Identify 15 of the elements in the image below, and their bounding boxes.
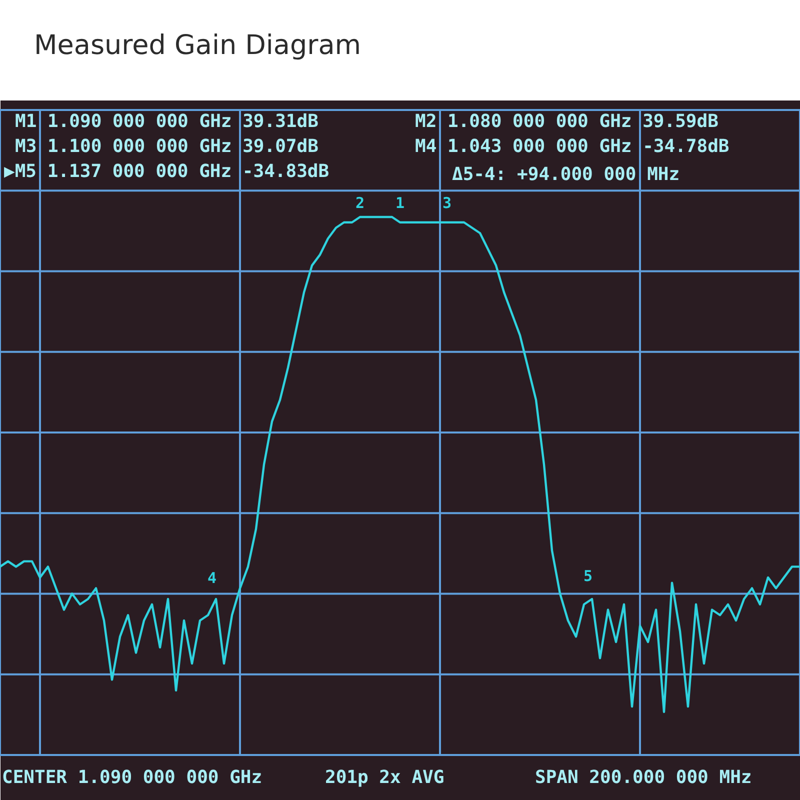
text: 2 bbox=[355, 194, 365, 212]
text: M2 1.080 000 000 GHz 39.59dB bbox=[415, 111, 719, 132]
text: 1 bbox=[395, 194, 405, 212]
annotation: 4 bbox=[207, 569, 217, 587]
text: M4 1.043 000 000 GHz -34.78dB bbox=[415, 136, 730, 157]
text: ▶M5 1.137 000 000 GHz -34.83dB bbox=[4, 161, 330, 182]
text: SPAN 200.000 000 MHz bbox=[535, 767, 752, 788]
text: Δ5-4: +94.000 000 MHz bbox=[452, 164, 680, 185]
text: 201p 2x AVG bbox=[325, 767, 444, 788]
text: 3 bbox=[442, 194, 452, 212]
text: CENTER 1.090 000 000 GHz bbox=[2, 767, 262, 788]
chart-title: Measured Gain Diagram bbox=[34, 30, 362, 61]
text: M1 1.090 000 000 GHz 39.31dB bbox=[15, 111, 319, 132]
text: M3 1.100 000 000 GHz 39.07dB bbox=[15, 136, 319, 157]
annotation: 5 bbox=[583, 567, 593, 585]
